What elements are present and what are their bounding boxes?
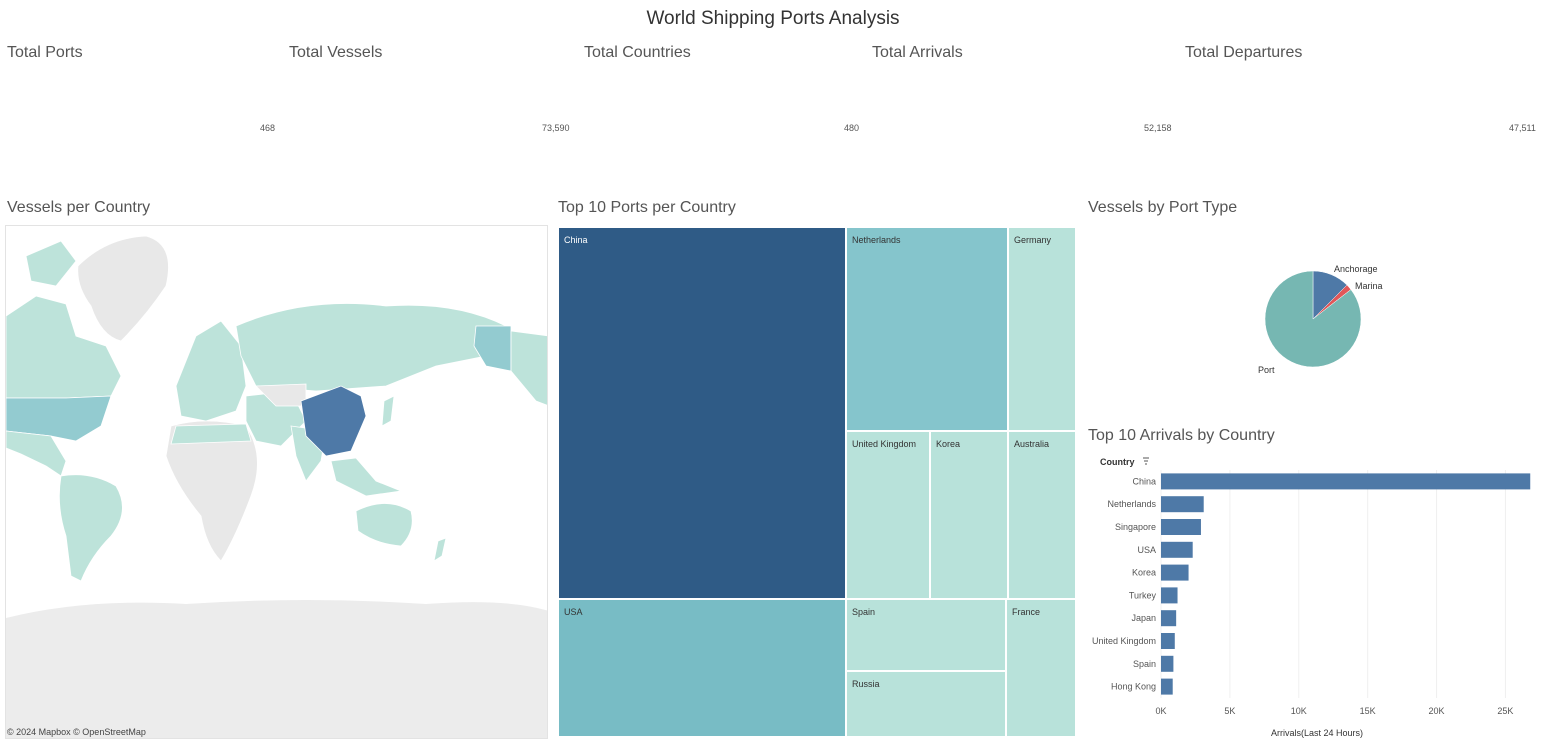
kpi-total-countries-label: Total Countries <box>584 44 691 61</box>
sort-icon[interactable] <box>1143 457 1149 465</box>
x-tick-label: 5K <box>1224 706 1235 716</box>
bar-chart-title: Top 10 Arrivals by Country <box>1088 427 1275 444</box>
y-category-label: Singapore <box>1115 522 1156 532</box>
bar-korea[interactable] <box>1161 564 1189 581</box>
map-region-japan <box>381 395 395 427</box>
treemap-title: Top 10 Ports per Country <box>558 199 736 216</box>
bar-usa[interactable] <box>1161 541 1193 558</box>
x-tick-label: 0K <box>1155 706 1166 716</box>
pie-label-port: Port <box>1258 365 1275 375</box>
bar-hong-kong[interactable] <box>1161 678 1173 695</box>
y-category-label: Hong Kong <box>1111 682 1156 692</box>
treemap-cell-germany[interactable]: Germany <box>1008 227 1076 431</box>
bar-chart-svg: 0K 5K 10K 15K 20K 25K Country China Netherlands S… <box>1092 457 1531 738</box>
world-map[interactable] <box>5 225 548 739</box>
bar-singapore[interactable] <box>1161 519 1201 535</box>
pie-label-anchorage: Anchorage <box>1334 264 1378 274</box>
treemap-cell-netherlands[interactable]: Netherlands <box>846 227 1008 431</box>
pie-chart-svg: Anchorage Marina Port <box>1258 264 1383 375</box>
map-region-arctic-islands <box>25 240 77 287</box>
kpi-total-ports-value: 468 <box>260 123 276 133</box>
map-attribution[interactable]: © 2024 Mapbox © OpenStreetMap <box>7 727 146 737</box>
kpi-total-departures-label: Total Departures <box>1185 44 1303 61</box>
map-region-mexico <box>6 430 67 477</box>
map-region-antarctica <box>6 600 547 738</box>
y-category-label: Turkey <box>1129 590 1157 600</box>
treemap-cell-china[interactable]: China <box>558 227 846 599</box>
map-region-south-america <box>58 474 123 582</box>
dashboard-title: World Shipping Ports Analysis <box>646 8 900 29</box>
map-region-greenland <box>77 235 169 342</box>
map-region-new-zealand <box>433 537 447 562</box>
country-axis-header[interactable]: Country <box>1100 457 1135 467</box>
y-category-label: USA <box>1137 545 1156 555</box>
y-category-label: Spain <box>1133 659 1156 669</box>
map-region-russia <box>235 303 507 392</box>
map-region-europe <box>175 320 247 422</box>
x-tick-label: 10K <box>1291 706 1307 716</box>
bar-china[interactable] <box>1161 473 1531 490</box>
y-category-label: Japan <box>1131 613 1156 623</box>
treemap-cell-korea[interactable]: Korea <box>930 431 1008 599</box>
pie-title: Vessels by Port Type <box>1088 199 1238 216</box>
map-region-alaska <box>473 325 512 372</box>
kpi-total-departures-value: 47,511 <box>1509 123 1536 133</box>
x-tick-label: 25K <box>1497 706 1513 716</box>
bar-turkey[interactable] <box>1161 587 1178 604</box>
kpi-total-countries-value: 480 <box>844 123 860 133</box>
treemap-cell-russia[interactable]: Russia <box>846 671 1006 737</box>
bar-japan[interactable] <box>1161 610 1177 627</box>
x-tick-label: 20K <box>1429 706 1445 716</box>
map-region-north-africa <box>170 423 252 445</box>
bar-spain[interactable] <box>1161 655 1174 672</box>
treemap-cell-spain[interactable]: Spain <box>846 599 1006 671</box>
world-map-canvas <box>6 235 547 738</box>
bar-united-kingdom[interactable] <box>1161 633 1175 649</box>
kpi-total-vessels-label: Total Vessels <box>289 44 383 61</box>
kpi-total-ports-label: Total Ports <box>7 44 83 61</box>
y-category-label: Netherlands <box>1107 499 1156 509</box>
bar-chart: 0K 5K 10K 15K 20K 25K Country China Netherlands S… <box>1088 450 1538 740</box>
kpi-total-arrivals-value: 52,158 <box>1144 123 1172 133</box>
treemap-cell-usa[interactable]: USA <box>558 599 846 737</box>
kpi-total-vessels-value: 73,590 <box>542 123 570 133</box>
treemap-cell-france[interactable]: France <box>1006 599 1076 737</box>
map-region-southeast-asia <box>330 457 403 497</box>
y-category-label: United Kingdom <box>1092 636 1156 646</box>
bar-netherlands[interactable] <box>1161 496 1204 513</box>
treemap-cell-australia[interactable]: Australia <box>1008 431 1076 599</box>
x-tick-label: 15K <box>1360 706 1376 716</box>
pie-label-marina: Marina <box>1355 281 1383 291</box>
x-axis-title: Arrivals(Last 24 Hours) <box>1271 728 1363 738</box>
y-category-label: China <box>1132 476 1156 486</box>
map-region-china <box>300 385 367 457</box>
kpi-total-arrivals-label: Total Arrivals <box>872 44 963 61</box>
map-region-australia <box>355 503 413 547</box>
treemap-cell-united-kingdom[interactable]: United Kingdom <box>846 431 930 599</box>
map-region-canada-west <box>510 330 547 406</box>
y-category-label: Korea <box>1132 568 1156 578</box>
treemap-chart: China Netherlands Germany United Kingdom… <box>558 227 1076 737</box>
map-title: Vessels per Country <box>7 199 151 216</box>
pie-chart: Anchorage Marina Port <box>1240 255 1420 385</box>
pie-slice-port[interactable] <box>1264 270 1362 368</box>
